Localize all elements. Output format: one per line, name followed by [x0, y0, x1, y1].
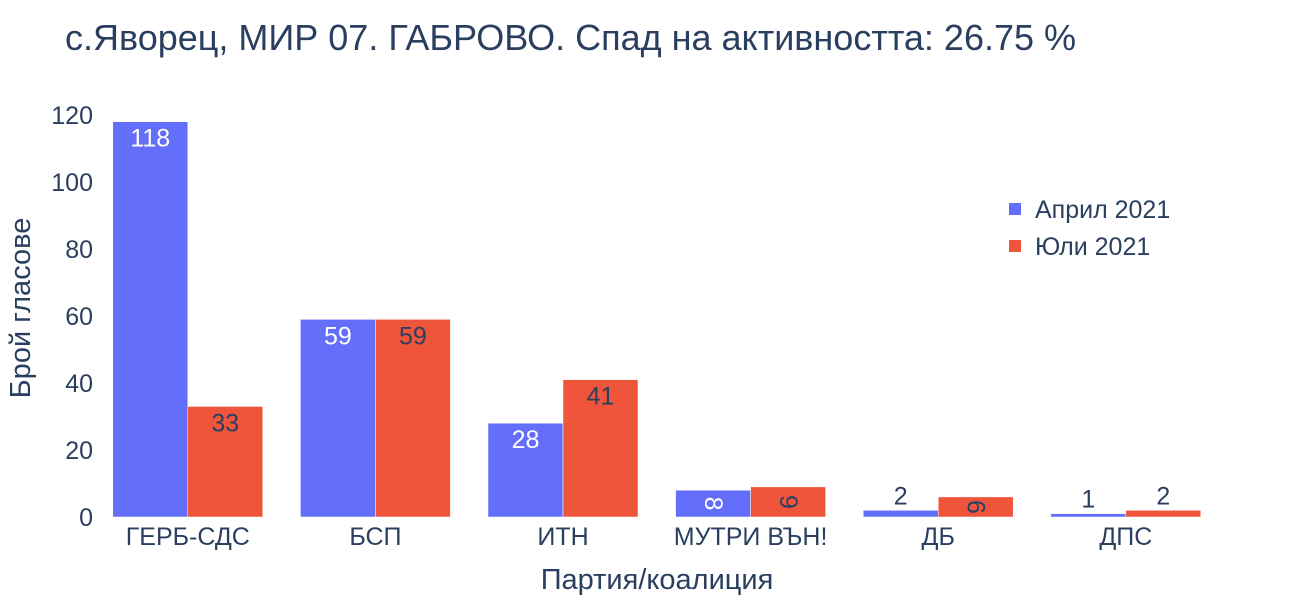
bar[interactable]	[375, 319, 451, 518]
legend-swatch[interactable]	[1009, 203, 1021, 215]
legend-swatch[interactable]	[1009, 240, 1021, 252]
bar-value-label: 1	[1081, 486, 1095, 514]
x-tick-label: ИТН	[537, 523, 588, 551]
bar[interactable]	[1125, 510, 1202, 518]
x-axis-label: Партия/коалиция	[541, 564, 774, 596]
bar[interactable]	[487, 422, 564, 518]
bar[interactable]	[1050, 513, 1127, 518]
bar[interactable]	[750, 486, 826, 518]
bar-value-label: 28	[512, 426, 540, 454]
bar[interactable]	[300, 319, 376, 518]
bar[interactable]	[112, 121, 189, 518]
bar-value-label: 6	[962, 500, 990, 514]
bar-value-label: 118	[130, 125, 170, 153]
y-tick-label: 100	[51, 169, 93, 197]
y-axis-label: Брой гласове	[5, 218, 37, 399]
bar-value-label: 8	[699, 497, 727, 511]
y-tick-label: 20	[65, 437, 93, 465]
bar[interactable]	[187, 406, 264, 518]
bar[interactable]	[562, 379, 639, 518]
x-tick-label: ГЕРБ-СДС	[126, 523, 250, 551]
x-tick-label: БСП	[349, 523, 401, 551]
x-tick-label: ДБ	[922, 523, 955, 551]
y-tick-label: 40	[65, 370, 93, 398]
bar-value-label: 2	[1156, 482, 1170, 510]
y-tick-label: 60	[65, 303, 93, 331]
y-tick-label: 0	[79, 504, 93, 532]
y-tick-label: 80	[65, 236, 93, 264]
y-tick-label: 120	[51, 102, 93, 130]
bar-value-label: 59	[324, 322, 352, 350]
bar-value-label: 2	[894, 482, 908, 510]
bar-value-label: 41	[587, 383, 615, 411]
x-tick-label: ДПС	[1099, 523, 1152, 551]
legend-label[interactable]: Април 2021	[1035, 196, 1170, 224]
x-tick-label: МУТРИ ВЪН!	[674, 523, 828, 551]
bar[interactable]	[937, 496, 1014, 518]
chart-title: с.Яворец, МИР 07. ГАБРОВО. Спад на актив…	[65, 17, 1076, 58]
bar[interactable]	[675, 489, 751, 518]
bar-value-label: 9	[774, 495, 802, 509]
legend-label[interactable]: Юли 2021	[1035, 233, 1150, 261]
bar-value-label: 59	[399, 322, 427, 350]
bar-value-label: 33	[211, 409, 239, 437]
bar[interactable]	[862, 510, 939, 518]
